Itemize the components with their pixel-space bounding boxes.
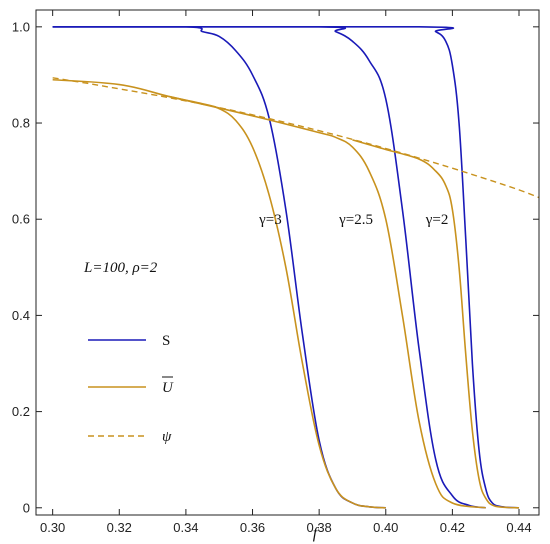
y-tick-label: 0.4	[12, 308, 30, 323]
x-tick-label: 0.44	[506, 520, 531, 535]
gamma-label: γ=3	[258, 212, 282, 228]
plot-frame	[35, 9, 540, 516]
series-U-gamma-2.5-line	[169, 95, 486, 509]
y-tick-label: 0.6	[12, 212, 30, 227]
series-layer	[52, 26, 540, 509]
legend-label: S	[162, 333, 170, 349]
y-tick-label: 0.8	[12, 116, 30, 131]
legend-label: U	[162, 380, 174, 396]
x-tick-label: 0.30	[40, 520, 65, 535]
annotation-layer: L=100, ρ=2 γ=3 γ=2.5 γ=2	[83, 212, 448, 276]
series-U-gamma-2-line	[352, 139, 520, 509]
x-tick-label: 0.32	[107, 520, 132, 535]
x-axis-title: f	[313, 525, 320, 542]
x-tick-label: 0.34	[173, 520, 198, 535]
y-tick-label: 1.0	[12, 19, 30, 34]
gamma-label: γ=2	[425, 212, 449, 228]
x-tick-label: 0.38	[306, 520, 331, 535]
x-tick-label: 0.36	[240, 520, 265, 535]
y-tick-label: 0	[23, 500, 30, 515]
x-tick-label: 0.40	[373, 520, 398, 535]
legend: S Uψ	[88, 333, 174, 445]
series-psi-line	[52, 77, 540, 199]
tick-layer: 0.30 0.32 0.34 0.36 0.38 0.40 0.42 0.44 0 0.2 0.4 0…	[12, 10, 539, 535]
gamma-label: γ=2.5	[338, 212, 373, 228]
legend-label: ψ	[162, 429, 172, 445]
series-S-gamma-2-line	[52, 26, 520, 509]
x-tick-label: 0.42	[440, 520, 465, 535]
parameter-annotation: L=100, ρ=2	[83, 260, 158, 276]
y-tick-label: 0.2	[12, 404, 30, 419]
